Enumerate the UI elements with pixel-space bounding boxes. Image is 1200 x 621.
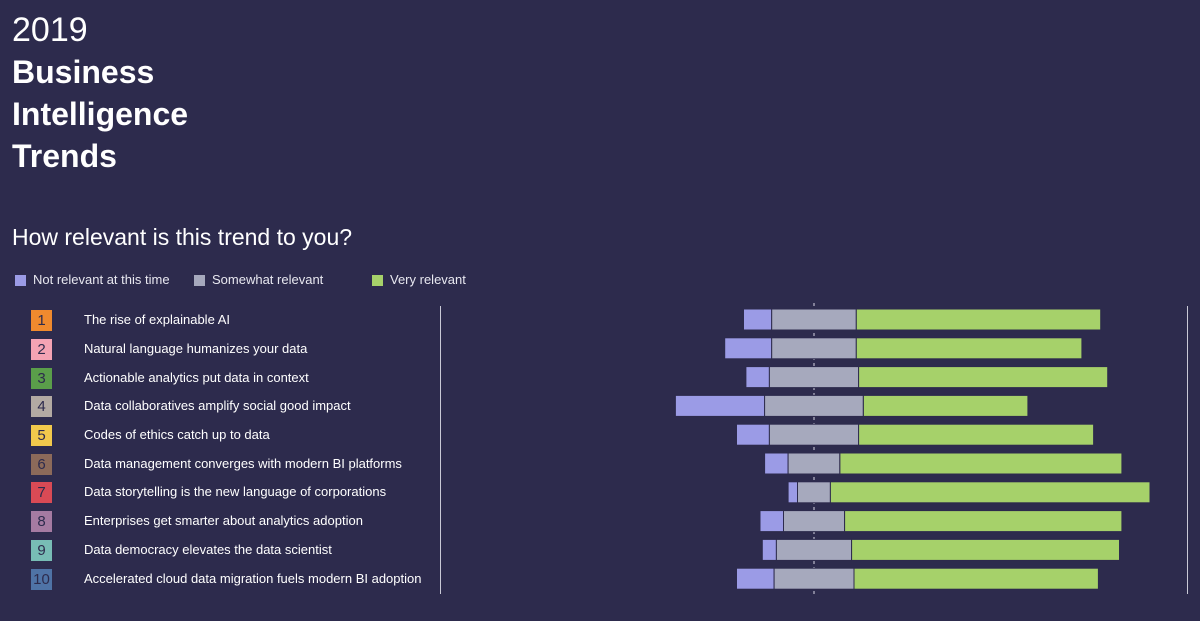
trend-row: 1 The rise of explainable AI [0,306,440,334]
chart-divider-right [1187,306,1188,594]
trend-row: 3 Actionable analytics put data in conte… [0,364,440,392]
legend-label-somewhat-relevant: Somewhat relevant [212,272,324,287]
bar-segment-not-relevant-trend-8 [759,510,784,533]
trend-row: 5 Codes of ethics catch up to data [0,421,440,449]
chart-question: How relevant is this trend to you? [12,224,353,250]
bar-segment-very-relevant-trend-7 [829,481,1151,504]
legend-swatch-not-relevant [15,274,26,286]
trend-number-badge: 7 [31,482,52,503]
bar-segment-not-relevant-trend-3 [745,366,770,389]
bar-segment-somewhat-relevant-trend-4 [764,394,864,417]
trend-label: Data management converges with modern BI… [84,456,402,471]
trend-label: Accelerated cloud data migration fuels m… [84,571,422,586]
legend: Not relevant at this time Somewhat relev… [0,270,600,290]
legend-swatch-very-relevant [372,274,383,286]
bar-segment-somewhat-relevant-trend-6 [787,452,841,475]
trend-number-badge: 10 [31,569,52,590]
trend-row: 7 Data storytelling is the new language … [0,478,440,506]
title-line-3: Trends [12,138,117,174]
bar-segment-very-relevant-trend-4 [862,394,1029,417]
bar-segment-very-relevant-trend-2 [855,337,1083,360]
bar-segment-somewhat-relevant-trend-10 [773,567,855,590]
bar-segment-very-relevant-trend-3 [858,366,1109,389]
trend-number-badge: 3 [31,368,52,389]
trend-number-badge: 8 [31,511,52,532]
bar-segment-somewhat-relevant-trend-3 [768,366,860,389]
bar-segment-somewhat-relevant-trend-9 [775,538,853,561]
legend-item-not-relevant: Not relevant at this time [15,270,170,290]
bar-segment-not-relevant-trend-7 [787,481,798,504]
bar-segment-somewhat-relevant-trend-7 [797,481,831,504]
trend-row: 4 Data collaboratives amplify social goo… [0,392,440,420]
bar-segment-somewhat-relevant-trend-5 [768,423,860,446]
bar-segment-very-relevant-trend-10 [853,567,1099,590]
legend-label-very-relevant: Very relevant [390,272,466,287]
bar-segment-somewhat-relevant-trend-8 [783,510,846,533]
trend-number-badge: 2 [31,339,52,360]
bar-segment-very-relevant-trend-1 [855,308,1102,331]
bar-segment-not-relevant-trend-5 [736,423,770,446]
trend-row: 10 Accelerated cloud data migration fuel… [0,565,440,593]
trend-label: The rise of explainable AI [84,312,230,327]
trend-number-badge: 5 [31,425,52,446]
trend-label: Codes of ethics catch up to data [84,427,270,442]
trend-row: 9 Data democracy elevates the data scien… [0,536,440,564]
trend-label: Data storytelling is the new language of… [84,484,387,499]
legend-item-very-relevant: Very relevant [372,270,466,290]
trend-number-badge: 9 [31,540,52,561]
chart-divider-left [440,306,441,594]
bar-segment-very-relevant-trend-5 [858,423,1095,446]
bar-segment-very-relevant-trend-9 [851,538,1120,561]
trend-label: Data democracy elevates the data scienti… [84,542,332,557]
bar-segment-somewhat-relevant-trend-1 [771,308,857,331]
bar-segment-not-relevant-trend-6 [764,452,789,475]
bar-segment-very-relevant-trend-8 [844,510,1123,533]
legend-swatch-somewhat-relevant [194,274,205,286]
trend-number-badge: 4 [31,396,52,417]
trend-row: 8 Enterprises get smarter about analytic… [0,507,440,535]
trend-number-badge: 6 [31,454,52,475]
trend-row: 6 Data management converges with modern … [0,450,440,478]
trend-row: 2 Natural language humanizes your data [0,335,440,363]
bar-segment-somewhat-relevant-trend-2 [771,337,857,360]
bar-segment-not-relevant-trend-4 [674,394,766,417]
title-year: 2019 [12,11,88,49]
bar-segment-not-relevant-trend-9 [761,538,777,561]
trend-label: Data collaboratives amplify social good … [84,398,351,413]
trend-label: Enterprises get smarter about analytics … [84,513,363,528]
trend-label: Natural language humanizes your data [84,341,308,356]
title-main: Business Intelligence Trends [12,51,312,177]
trend-number-badge: 1 [31,310,52,331]
legend-item-somewhat-relevant: Somewhat relevant [194,270,323,290]
bar-segment-not-relevant-trend-2 [724,337,773,360]
bar-segment-not-relevant-trend-10 [736,567,775,590]
title-line-2: Intelligence [12,96,189,132]
bar-segment-very-relevant-trend-6 [839,452,1123,475]
legend-label-not-relevant: Not relevant at this time [33,272,170,287]
bar-segment-not-relevant-trend-1 [743,308,773,331]
title-line-1: Business [12,54,155,90]
trend-label: Actionable analytics put data in context [84,370,309,385]
